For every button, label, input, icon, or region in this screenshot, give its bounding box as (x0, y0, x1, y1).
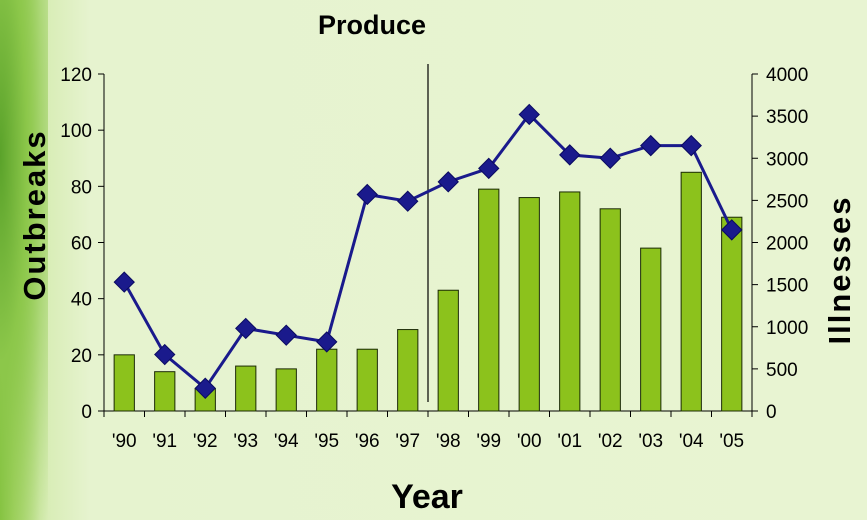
illnesses-marker (316, 331, 338, 353)
illnesses-marker (356, 183, 378, 206)
right-tick-label: 500 (766, 360, 798, 381)
x-tick-label: '90 (112, 431, 137, 452)
right-tick-label: 4000 (766, 65, 808, 86)
chart-title: Produce (318, 10, 426, 40)
outbreaks-bar (316, 348, 338, 412)
right-tick-label: 2000 (766, 234, 808, 255)
x-tick-label: '01 (557, 431, 582, 452)
illnesses-marker (397, 190, 419, 212)
x-tick-label: '04 (679, 431, 704, 452)
x-tick-label: '92 (193, 431, 218, 452)
illnesses-marker (437, 171, 459, 193)
x-axis-title: Year (391, 478, 463, 516)
outbreaks-bar (235, 365, 257, 412)
illnesses-marker (275, 324, 297, 346)
outbreaks-bar (599, 208, 621, 412)
illnesses-marker (680, 134, 702, 157)
right-tick-label: 1500 (766, 276, 808, 297)
left-tick-label: 120 (60, 65, 92, 86)
left-tick-label: 60 (71, 234, 92, 255)
outbreaks-bar (721, 216, 743, 412)
illnesses-marker (113, 271, 135, 293)
right-tick-label: 2500 (766, 191, 808, 212)
left-tick-label: 40 (71, 290, 92, 311)
illnesses-marker (640, 134, 662, 157)
left-tick-label: 0 (81, 402, 92, 423)
illnesses-marker (599, 147, 621, 169)
outbreaks-bar (113, 354, 135, 412)
left-tick-label: 100 (60, 121, 92, 142)
x-tick-label: '99 (476, 431, 501, 452)
x-tick-label: '96 (355, 431, 380, 452)
plot-area: 0 20 40 60 80 100 120 0 500 1000 1500 2000 2500 3000 3… (60, 64, 808, 452)
outbreaks-bar (640, 247, 662, 412)
left-tick-label: 80 (71, 177, 92, 198)
x-tick-label: '98 (436, 431, 461, 452)
right-tick-label: 3500 (766, 107, 808, 128)
outbreaks-bar (680, 171, 702, 412)
outbreaks-bar (518, 197, 540, 412)
illnesses-marker (478, 157, 500, 180)
x-tick-label: '93 (233, 431, 258, 452)
x-tick-label: '03 (638, 431, 663, 452)
outbreaks-bar (275, 368, 297, 412)
right-tick-label: 0 (766, 402, 777, 423)
outbreaks-bar (397, 329, 419, 412)
outbreaks-bar (437, 289, 459, 412)
illnesses-marker (235, 317, 257, 340)
x-tick-label: '00 (517, 431, 542, 452)
right-tick-label: 3000 (766, 149, 808, 170)
right-axis-title: Illnesses (822, 196, 857, 345)
illnesses-marker (154, 343, 176, 366)
illnesses-line (122, 112, 734, 391)
x-tick-label: '95 (314, 431, 339, 452)
illnesses-marker (721, 219, 743, 241)
left-axis-title: Outbreaks (17, 129, 52, 300)
x-tick-label: '05 (719, 431, 744, 452)
x-tick-label: '91 (152, 431, 177, 452)
x-tick-label: '94 (274, 431, 299, 452)
left-tick-label: 20 (71, 346, 92, 367)
illnesses-marker (194, 377, 216, 399)
x-tick-label: '02 (598, 431, 623, 452)
outbreaks-bar (356, 348, 378, 412)
outbreaks-bar (559, 191, 581, 412)
outbreaks-bar (154, 371, 176, 412)
illnesses-marker (518, 103, 540, 126)
x-tick-label: '97 (395, 431, 420, 452)
leaf-decoration (0, 0, 48, 520)
illnesses-marker (559, 144, 581, 166)
right-tick-label: 1000 (766, 318, 808, 339)
outbreaks-bar (478, 188, 500, 412)
